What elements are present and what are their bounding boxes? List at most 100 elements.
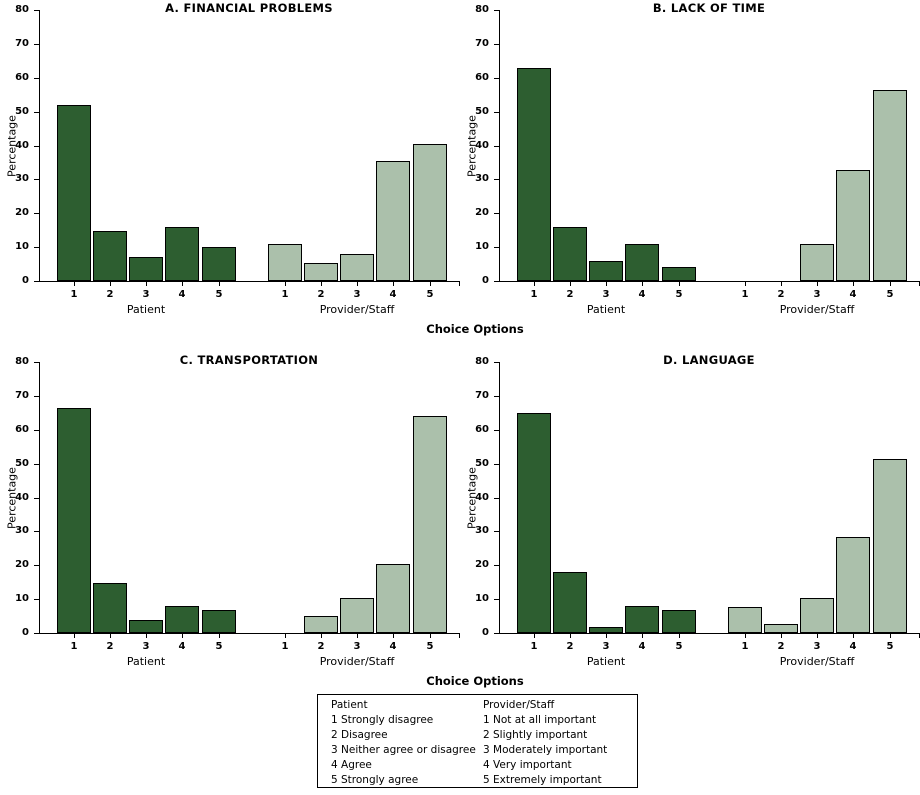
y-tick bbox=[34, 247, 39, 248]
y-tick bbox=[494, 565, 499, 566]
bar-provider-3 bbox=[800, 598, 834, 633]
x-tick bbox=[534, 634, 535, 638]
y-tick-label: 40 bbox=[15, 140, 29, 151]
bar-patient-4 bbox=[625, 244, 659, 281]
group-label-patient: Patient bbox=[126, 303, 166, 316]
bar-category-label: 1 bbox=[281, 641, 289, 652]
bar-provider-2 bbox=[764, 624, 798, 633]
bar-provider-4 bbox=[836, 537, 870, 633]
bar-category-label: 2 bbox=[777, 289, 785, 300]
x-tick bbox=[679, 634, 680, 638]
bar-category-label: 3 bbox=[813, 289, 821, 300]
x-tick bbox=[853, 634, 854, 638]
y-tick bbox=[34, 179, 39, 180]
x-tick bbox=[642, 634, 643, 638]
legend-patient-header: Patient bbox=[331, 699, 368, 711]
x-tick bbox=[890, 634, 891, 638]
y-tick bbox=[34, 430, 39, 431]
legend-provider-item-4: 4 Very important bbox=[483, 759, 572, 771]
bar-provider-2 bbox=[304, 263, 338, 281]
x-tick bbox=[321, 282, 322, 286]
y-tick-label: 70 bbox=[475, 38, 489, 49]
y-tick-label: 70 bbox=[15, 38, 29, 49]
x-tick bbox=[110, 634, 111, 638]
x-tick bbox=[357, 634, 358, 638]
legend-provider-item-5: 5 Extremely important bbox=[483, 774, 602, 786]
legend-patient-item-4: 4 Agree bbox=[331, 759, 372, 771]
y-tick bbox=[494, 213, 499, 214]
bar-provider-2 bbox=[304, 616, 338, 633]
x-axis-title-top: Choice Options bbox=[426, 322, 524, 336]
bar-provider-3 bbox=[340, 254, 374, 281]
y-tick bbox=[34, 633, 39, 634]
y-tick bbox=[34, 44, 39, 45]
legend-provider-item-3: 3 Moderately important bbox=[483, 744, 608, 756]
bar-patient-3 bbox=[129, 257, 163, 281]
y-axis-line bbox=[499, 10, 500, 282]
y-tick-label: 30 bbox=[15, 173, 29, 184]
x-tick bbox=[285, 282, 286, 286]
panel-title: C. TRANSPORTATION bbox=[179, 353, 319, 367]
x-tick bbox=[393, 282, 394, 286]
y-tick-label: 30 bbox=[15, 525, 29, 536]
legend-patient-item-3: 3 Neither agree or disagree bbox=[331, 744, 476, 756]
x-tick bbox=[745, 634, 746, 638]
bar-category-label: 3 bbox=[142, 289, 150, 300]
x-axis-end-tick bbox=[459, 282, 460, 286]
chart-row-top: A. FINANCIAL PROBLEMS Percentage 0 10 20 30 40… bbox=[0, 0, 920, 340]
y-axis-line bbox=[39, 10, 40, 282]
x-tick bbox=[606, 282, 607, 286]
y-tick bbox=[34, 112, 39, 113]
y-tick-label: 70 bbox=[475, 390, 489, 401]
x-tick bbox=[219, 282, 220, 286]
bar-category-label: 5 bbox=[675, 641, 683, 652]
y-tick-label: 60 bbox=[15, 424, 29, 435]
legend-provider-staff-column: Provider/Staff 1 Not at all important 2 … bbox=[483, 698, 607, 788]
x-tick bbox=[321, 634, 322, 638]
y-tick-label: 10 bbox=[15, 593, 29, 604]
bar-provider-4 bbox=[376, 161, 410, 281]
y-tick bbox=[34, 10, 39, 11]
y-tick bbox=[494, 10, 499, 11]
x-tick bbox=[534, 282, 535, 286]
bar-patient-4 bbox=[165, 606, 199, 633]
panel-title: D. LANGUAGE bbox=[663, 353, 755, 367]
y-tick bbox=[494, 146, 499, 147]
panel-title: A. FINANCIAL PROBLEMS bbox=[165, 1, 333, 15]
x-tick bbox=[182, 634, 183, 638]
group-label-patient: Patient bbox=[126, 655, 166, 668]
y-tick-label: 50 bbox=[15, 458, 29, 469]
bar-patient-1 bbox=[57, 105, 91, 281]
x-tick bbox=[146, 634, 147, 638]
bar-category-label: 3 bbox=[602, 641, 610, 652]
x-tick bbox=[781, 634, 782, 638]
y-tick bbox=[34, 146, 39, 147]
x-tick bbox=[393, 634, 394, 638]
legend-patient-item-5: 5 Strongly agree bbox=[331, 774, 419, 786]
bar-patient-5 bbox=[662, 267, 696, 281]
bar-patient-5 bbox=[662, 610, 696, 633]
bar-provider-1 bbox=[728, 607, 762, 633]
bar-patient-1 bbox=[517, 68, 551, 281]
y-tick bbox=[494, 247, 499, 248]
legend-provider-item-2: 2 Slightly important bbox=[483, 729, 588, 741]
bar-category-label: 4 bbox=[389, 289, 397, 300]
y-axis-line bbox=[39, 362, 40, 634]
x-tick bbox=[679, 282, 680, 286]
bar-category-label: 1 bbox=[741, 289, 749, 300]
bar-category-label: 2 bbox=[317, 289, 325, 300]
x-axis-line bbox=[39, 633, 460, 634]
bar-category-label: 3 bbox=[353, 641, 361, 652]
y-tick-label: 60 bbox=[475, 72, 489, 83]
y-tick-label: 10 bbox=[475, 241, 489, 252]
bar-category-label: 4 bbox=[849, 289, 857, 300]
y-tick-label: 40 bbox=[475, 140, 489, 151]
bar-patient-1 bbox=[57, 408, 91, 633]
bar-provider-4 bbox=[836, 170, 870, 281]
bar-patient-1 bbox=[517, 413, 551, 633]
group-label-provider-staff: Provider/Staff bbox=[319, 655, 395, 668]
y-tick-label: 80 bbox=[475, 356, 489, 367]
x-tick bbox=[890, 282, 891, 286]
x-tick bbox=[853, 282, 854, 286]
x-axis-line bbox=[499, 281, 920, 282]
